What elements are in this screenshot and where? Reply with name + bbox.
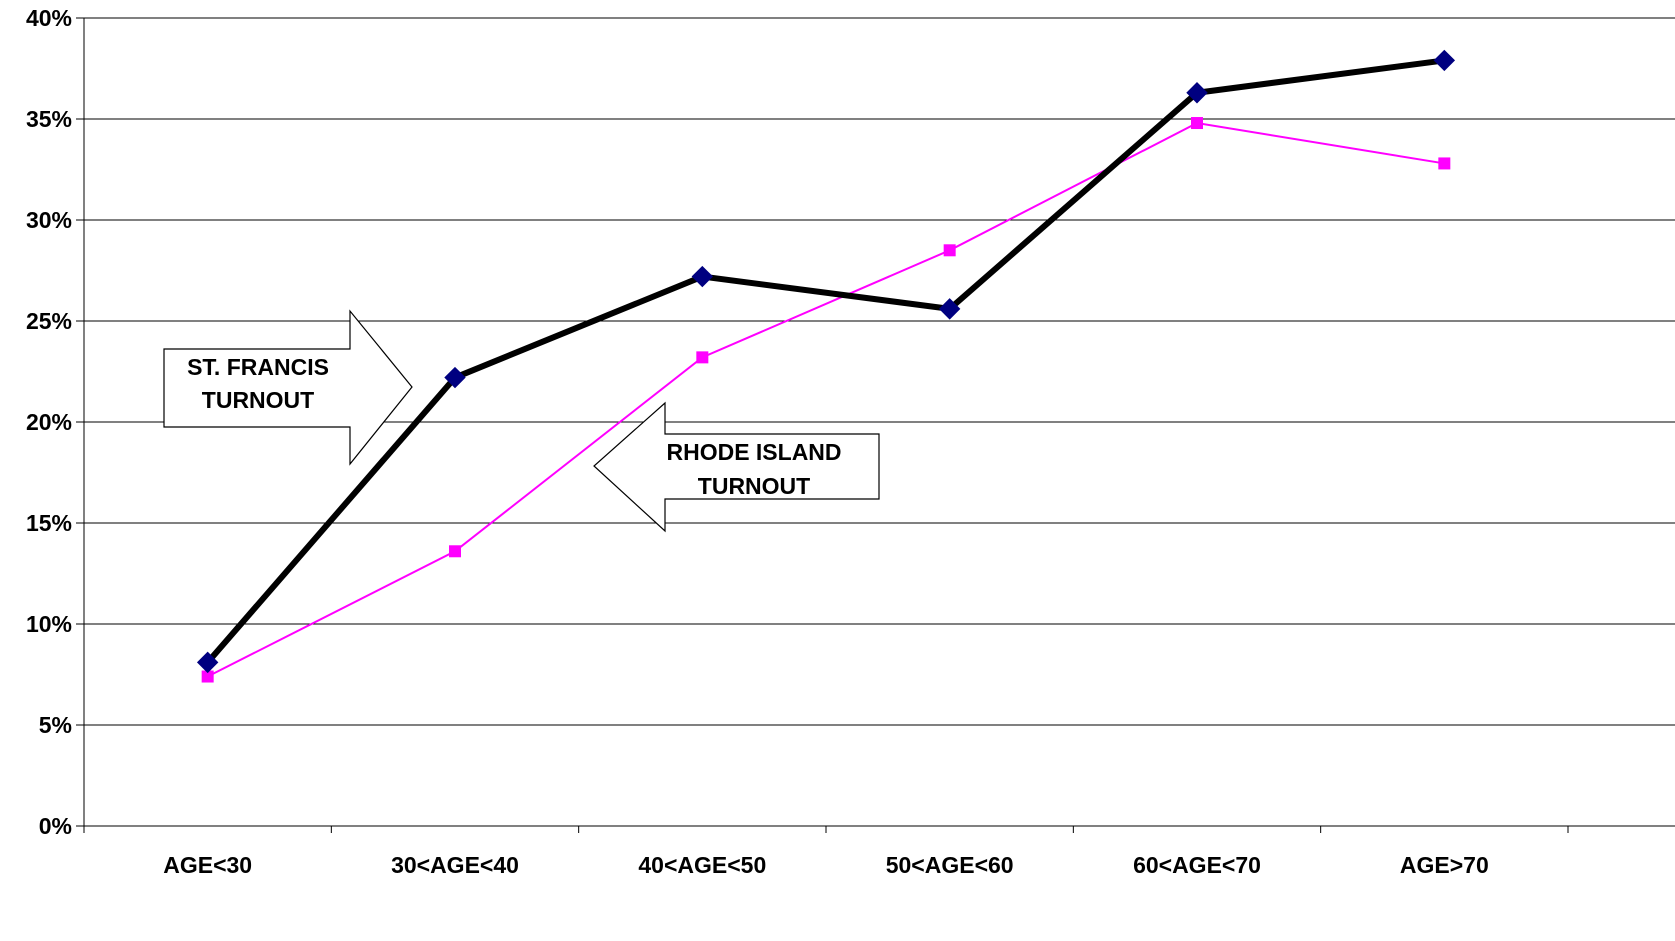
axes: 0% 5% 10% 15% 20% 25% 30% 35% 40% AGE<30 30<AGE<40…	[26, 5, 1675, 878]
y-tick-label: 35%	[26, 106, 72, 132]
data-point-diamond	[938, 298, 961, 320]
y-tick-label: 15%	[26, 510, 72, 536]
series	[196, 49, 1456, 683]
y-tick-label: 10%	[26, 611, 72, 637]
x-tick-label: 50<AGE<60	[886, 852, 1014, 878]
data-point-diamond	[444, 366, 466, 389]
x-tick-label: 30<AGE<40	[391, 852, 519, 878]
data-point-diamond	[196, 651, 219, 674]
y-tick-label: 25%	[26, 308, 72, 334]
y-tick-label: 30%	[26, 207, 72, 233]
y-tick-label: 40%	[26, 5, 72, 31]
data-point-square	[943, 244, 956, 257]
annotation-arrow-right	[163, 309, 413, 466]
annotation-label: TURNOUT	[698, 473, 810, 499]
data-point-square	[449, 545, 461, 558]
annotation-label: ST. FRANCIS	[187, 354, 329, 380]
data-point-diamond	[1186, 82, 1208, 104]
data-point-square	[201, 670, 214, 683]
x-tick-label: 60<AGE<70	[1133, 852, 1261, 878]
x-tick-label: 40<AGE<50	[638, 852, 766, 878]
annotations: ST. FRANCIS TURNOUT RHODE ISLAND TURNOUT	[163, 309, 880, 533]
y-tick-label: 0%	[39, 813, 72, 839]
data-point-square	[1191, 117, 1203, 130]
data-point-diamond	[691, 265, 714, 288]
data-point-square	[696, 351, 709, 364]
x-tick-label: AGE<30	[163, 852, 252, 878]
annotation-arrow-left	[593, 401, 880, 533]
series-line-1	[205, 57, 1445, 665]
y-tick-label: 5%	[39, 712, 72, 738]
annotation-label: TURNOUT	[202, 387, 314, 413]
x-tick-label: AGE>70	[1400, 852, 1489, 878]
annotation-label: RHODE ISLAND	[666, 439, 841, 465]
series-line-2	[207, 121, 1445, 678]
data-point-diamond	[1433, 49, 1456, 72]
y-tick-label: 20%	[26, 409, 72, 435]
data-point-square	[1438, 157, 1451, 170]
